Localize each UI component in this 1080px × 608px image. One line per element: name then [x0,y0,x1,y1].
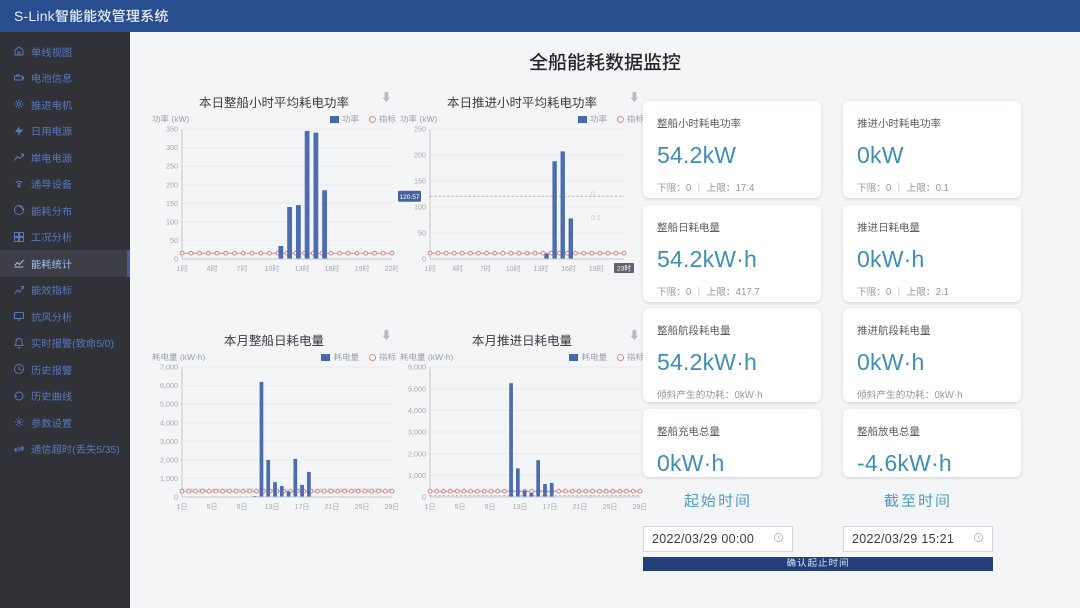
svg-text:10时: 10时 [265,264,280,273]
svg-text:19时: 19时 [355,264,370,273]
svg-text:29日: 29日 [385,503,398,511]
svg-text:5日: 5日 [207,503,218,511]
svg-text:6,000: 6,000 [160,381,178,390]
svg-text:5,000: 5,000 [160,400,178,409]
svg-text:200: 200 [414,151,426,160]
svg-text:150: 150 [166,199,178,208]
svg-text:50: 50 [170,236,178,245]
svg-text:17日: 17日 [295,503,310,511]
svg-text:4时: 4时 [452,264,463,273]
svg-text:25日: 25日 [355,503,370,511]
svg-text:22时: 22时 [385,264,398,273]
svg-text:1,000: 1,000 [408,471,426,480]
svg-text:17日: 17日 [543,503,558,511]
svg-text:3,000: 3,000 [160,437,178,446]
svg-text:21日: 21日 [325,503,340,511]
svg-text:19时: 19时 [589,264,604,273]
svg-text:0: 0 [591,192,595,199]
svg-text:0: 0 [422,255,426,264]
svg-text:6,000: 6,000 [408,363,426,372]
svg-text:100: 100 [414,203,426,212]
svg-text:200: 200 [166,180,178,189]
svg-text:0: 0 [174,493,178,502]
svg-text:9日: 9日 [485,503,496,511]
svg-text:0: 0 [422,493,426,502]
svg-text:1,000: 1,000 [160,474,178,483]
svg-text:23时: 23时 [617,264,632,273]
svg-text:9日: 9日 [237,503,248,511]
svg-text:1日: 1日 [177,503,188,511]
svg-text:150: 150 [414,177,426,186]
svg-text:13时: 13时 [295,264,310,273]
svg-text:4,000: 4,000 [160,418,178,427]
svg-text:300: 300 [166,143,178,152]
svg-text:25日: 25日 [603,503,618,511]
svg-text:250: 250 [166,162,178,171]
svg-text:350: 350 [166,125,178,134]
svg-text:100: 100 [166,218,178,227]
svg-text:1时: 1时 [177,264,188,273]
svg-text:10时: 10时 [506,264,521,273]
svg-text:120.57: 120.57 [399,194,420,201]
svg-text:0: 0 [174,255,178,264]
svg-text:4,000: 4,000 [408,406,426,415]
svg-text:2,000: 2,000 [408,449,426,458]
svg-text:13日: 13日 [265,503,280,511]
svg-text:7,000: 7,000 [160,363,178,372]
svg-text:50: 50 [418,229,426,238]
svg-text:21日: 21日 [573,503,588,511]
svg-text:16时: 16时 [561,264,576,273]
svg-text:7时: 7时 [480,264,491,273]
svg-text:3,000: 3,000 [408,428,426,437]
svg-text:0.1: 0.1 [591,215,601,222]
svg-text:13日: 13日 [513,503,528,511]
svg-text:5日: 5日 [455,503,466,511]
svg-text:4时: 4时 [207,264,218,273]
svg-text:250: 250 [414,125,426,134]
svg-text:1日: 1日 [425,503,436,511]
svg-text:1时: 1时 [425,264,436,273]
svg-text:13时: 13时 [534,264,549,273]
svg-text:5,000: 5,000 [408,384,426,393]
svg-text:16时: 16时 [325,264,340,273]
svg-text:2,000: 2,000 [160,456,178,465]
svg-text:7时: 7时 [237,264,248,273]
